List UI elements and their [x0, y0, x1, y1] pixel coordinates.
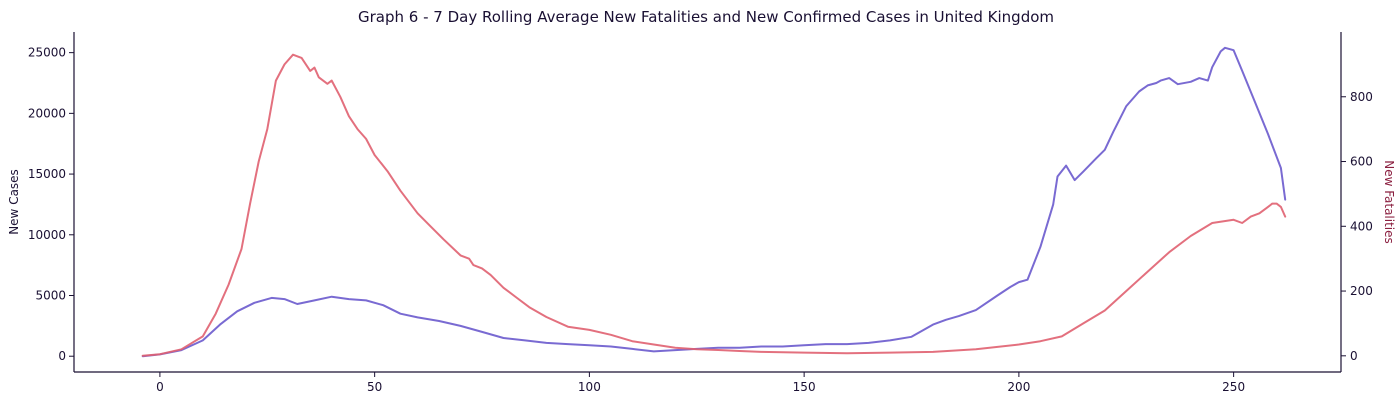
- y-axis-label: New Cases: [7, 169, 21, 235]
- y-axis-ticks: 0 5000 10000 15000 20000 25000: [28, 46, 74, 363]
- y2-axis-ticks: 0 200 400 600 800: [1341, 90, 1373, 363]
- chart-title: Graph 6 - 7 Day Rolling Average New Fata…: [358, 8, 1054, 26]
- y2-tick-label: 600: [1350, 155, 1373, 169]
- x-tick-label: 150: [793, 380, 816, 394]
- series-layer: [141, 46, 1287, 358]
- y-tick-label: 5000: [35, 289, 66, 303]
- x-tick-label: 250: [1222, 380, 1245, 394]
- x-tick-label: 100: [578, 380, 601, 394]
- y-tick-label: 20000: [28, 106, 66, 120]
- series-line-fatalities: [141, 53, 1287, 357]
- x-axis-ticks: 0 50 100 150 200 250: [156, 372, 1245, 394]
- y2-tick-label: 0: [1350, 349, 1358, 363]
- y2-axis-label: New Fatalities: [1382, 160, 1396, 244]
- y2-tick-label: 400: [1350, 219, 1373, 233]
- x-tick-label: 0: [156, 380, 164, 394]
- x-tick-label: 50: [367, 380, 382, 394]
- y-tick-label: 15000: [28, 167, 66, 181]
- y-tick-label: 25000: [28, 46, 66, 60]
- x-tick-label: 200: [1007, 380, 1030, 394]
- y2-tick-label: 200: [1350, 284, 1373, 298]
- y2-tick-label: 800: [1350, 90, 1373, 104]
- series-line-cases: [141, 46, 1287, 358]
- y-tick-label: 0: [58, 349, 66, 363]
- y-tick-label: 10000: [28, 228, 66, 242]
- plot-frame: [73, 32, 1342, 373]
